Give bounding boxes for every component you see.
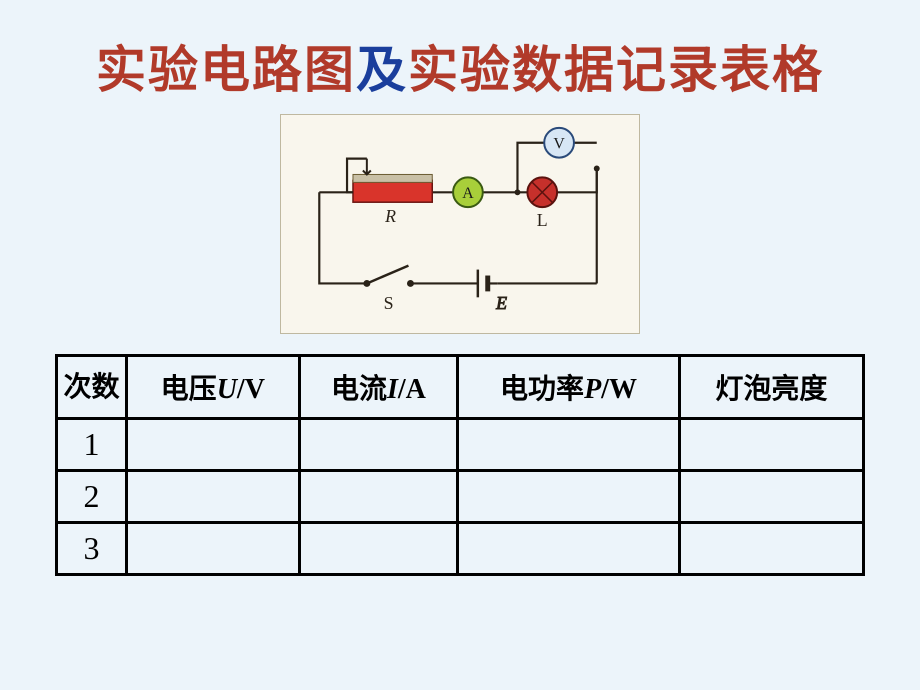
battery-icon: E [478,270,507,314]
col-brightness-label: 灯泡亮度 [715,373,827,404]
col-trial-label: 次数 [63,371,119,402]
page-title: 实验电路图及实验数据记录表格 [55,30,865,102]
cell-power [458,471,680,523]
cell-trial: 2 [57,471,127,523]
cell-current [299,523,458,575]
cell-trial: 3 [57,523,127,575]
cell-power [458,523,680,575]
cell-power [458,419,680,471]
node-dot [515,189,521,195]
col-current-label: 电流 [331,373,387,404]
table-header-row: 次数 电压U/V 电流I/A 电功率P/W 灯泡亮度 [57,356,864,419]
col-power-var: P [584,374,601,405]
voltmeter-icon: V [544,128,574,158]
cell-brightness [679,419,863,471]
title-part2: 及 [356,42,408,98]
col-voltage-label: 电压 [161,373,217,404]
cell-voltage [127,471,300,523]
node-dot [594,166,600,172]
title-part1: 实验电路图 [96,42,356,98]
col-voltage: 电压U/V [127,356,300,419]
table-body: 1 2 3 [57,419,864,575]
lamp-icon: L [527,177,557,230]
cell-current [299,419,458,471]
cell-brightness [679,523,863,575]
rheostat-label: R [384,206,396,226]
switch-icon: S [363,266,414,314]
table-row: 2 [57,471,864,523]
cell-voltage [127,419,300,471]
col-power: 电功率P/W [458,356,680,419]
ammeter-icon: A [453,177,483,207]
col-current-unit: A [406,374,426,405]
data-table: 次数 电压U/V 电流I/A 电功率P/W 灯泡亮度 1 [55,354,865,576]
ammeter-label: A [462,185,474,202]
switch-label: S [384,293,394,313]
col-power-label: 电功率 [500,373,584,404]
col-power-unit: W [609,374,637,405]
col-voltage-var: U [217,374,237,405]
col-voltage-unit: V [245,374,265,405]
cell-voltage [127,523,300,575]
rheostat-icon: R [347,159,432,226]
col-current: 电流I/A [299,356,458,419]
cell-brightness [679,471,863,523]
slide: 实验电路图及实验数据记录表格 [0,0,920,690]
col-brightness: 灯泡亮度 [679,356,863,419]
table-row: 3 [57,523,864,575]
lamp-label: L [537,210,548,230]
circuit-diagram: R A L V [280,114,640,334]
col-trial: 次数 [57,356,127,419]
cell-trial: 1 [57,419,127,471]
table-row: 1 [57,419,864,471]
wires [319,143,596,284]
title-part3: 实验数据记录表格 [408,42,824,98]
cell-current [299,471,458,523]
voltmeter-label: V [553,136,565,153]
circuit-svg: R A L V [281,115,639,333]
battery-label: E [495,293,507,313]
col-current-var: I [387,374,398,405]
